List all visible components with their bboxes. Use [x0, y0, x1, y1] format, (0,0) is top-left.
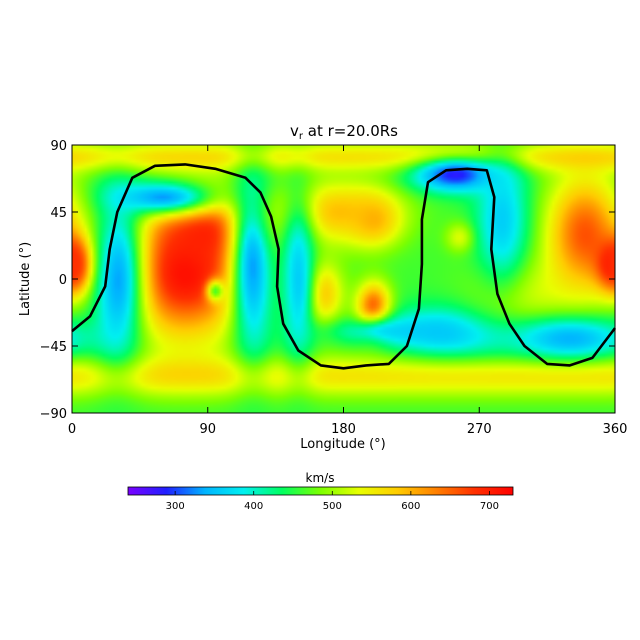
chart-title: vr at r=20.0Rs [290, 122, 398, 142]
x-tick-label: 360 [603, 422, 628, 437]
y-tick-label: 90 [50, 139, 67, 154]
x-tick-label: 180 [331, 422, 356, 437]
colorbar-tick-label: 600 [401, 501, 420, 512]
y-tick-label: −45 [40, 340, 67, 355]
colorbar-label: km/s [306, 471, 335, 485]
y-tick-label: 45 [50, 206, 67, 221]
x-axis-label: Longitude (°) [300, 437, 385, 452]
y-axis: −90 −45 0 45 90 [40, 139, 615, 422]
x-tick-label: 0 [68, 422, 76, 437]
y-axis-label: Latitude (°) [18, 242, 33, 316]
colorbar-tick-label: 400 [244, 501, 263, 512]
colorbar-tick-label: 500 [323, 501, 342, 512]
colorbar-tick-label: 700 [480, 501, 499, 512]
y-tick-label: 0 [59, 273, 67, 288]
heatmap-plot [71, 144, 617, 414]
x-tick-label: 90 [199, 422, 216, 437]
x-axis: 0 90 180 270 360 [68, 145, 628, 437]
x-tick-label: 270 [467, 422, 492, 437]
colorbar [127, 486, 514, 496]
colorbar-tick-label: 300 [166, 501, 185, 512]
velocity-field-image [72, 145, 615, 413]
colorbar-ticks: 300 400 500 600 700 [166, 491, 499, 512]
y-tick-label: −90 [40, 407, 67, 422]
neutral-line-contour [71, 163, 617, 370]
